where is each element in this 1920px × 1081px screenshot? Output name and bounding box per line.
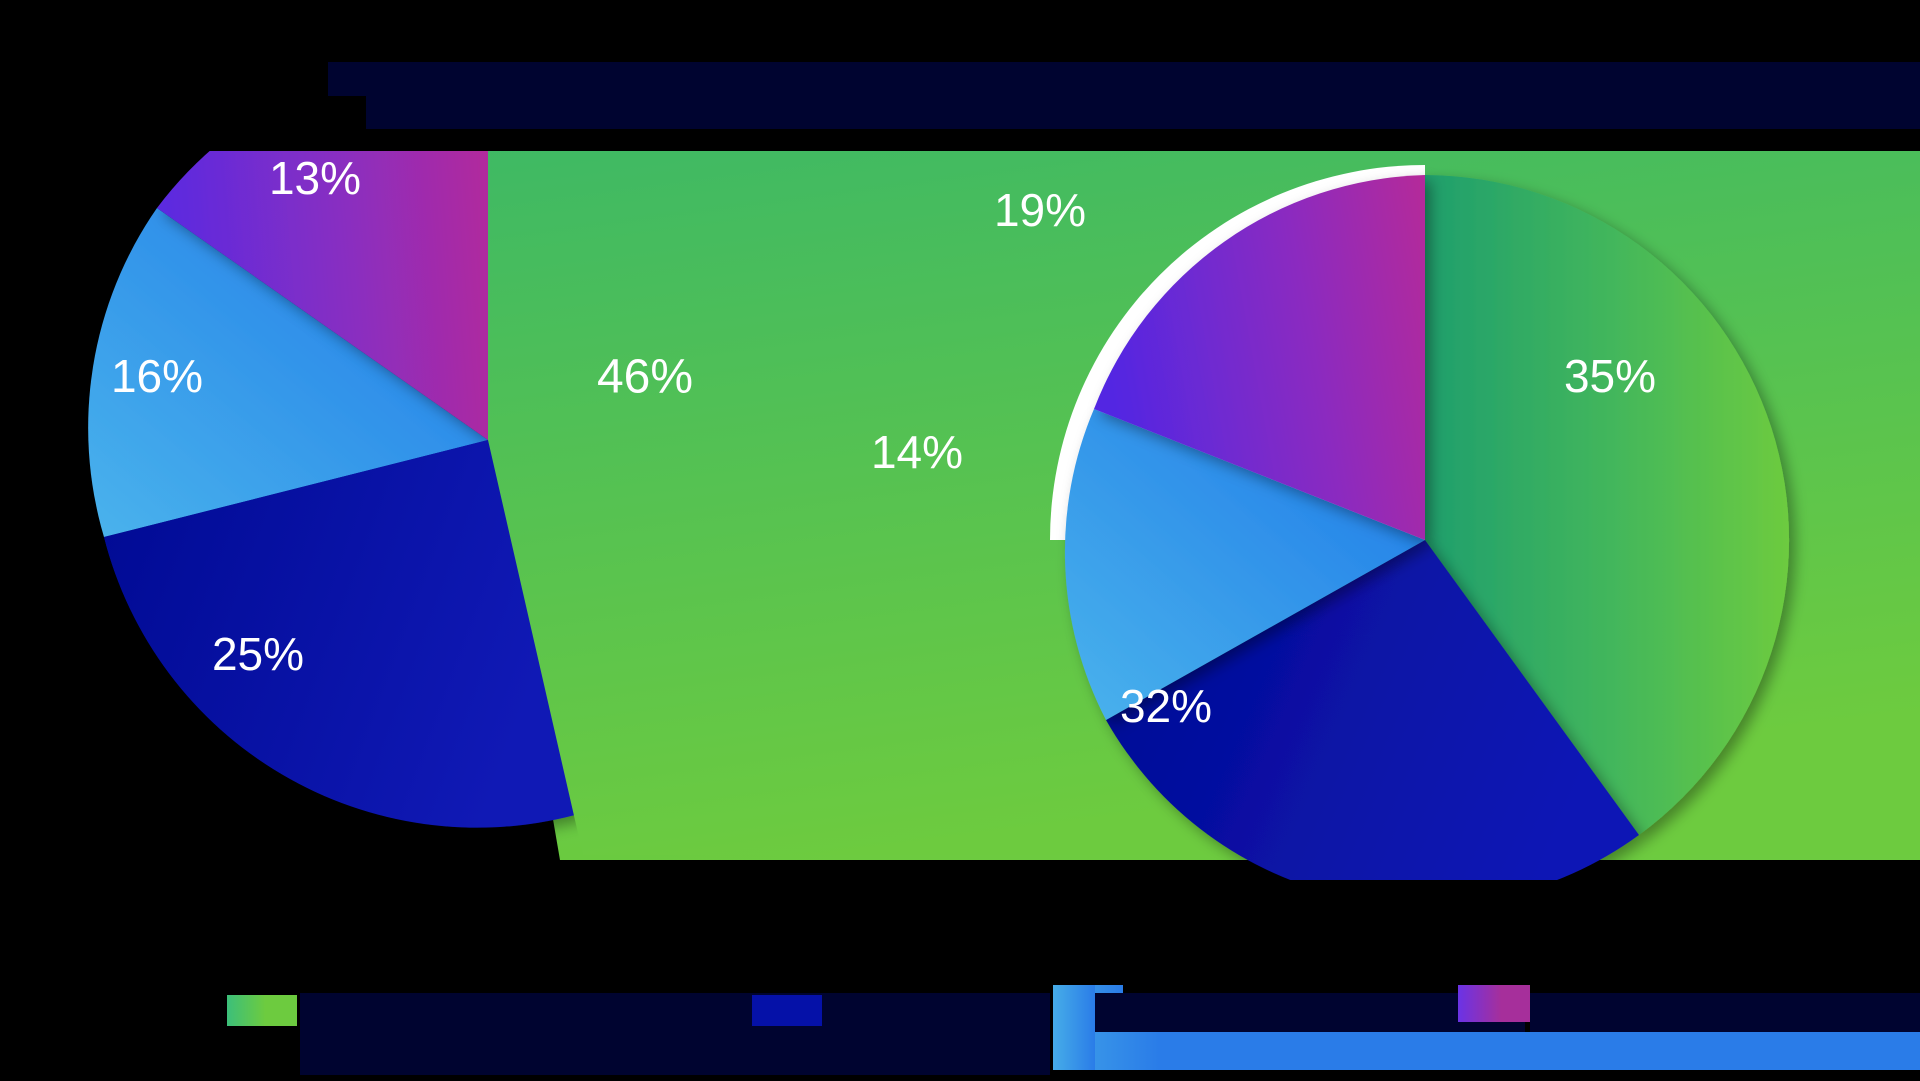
title-redaction-bar-a [328,62,1920,96]
pie-right-slice-cyan[interactable] [1064,409,1425,720]
legend-underline-bar [1075,1032,1920,1070]
legend-swatch-navy-top [752,995,822,1026]
title-gap-mask [0,129,1920,151]
pie-left-slice-cyan[interactable] [88,208,489,537]
pie-right-label-navy: 32% [1120,680,1212,732]
legend-swatch-green-top [227,995,297,1026]
title-left-mask-2 [328,96,366,130]
pie-left-slice-navy-top[interactable] [104,440,581,828]
legend [0,975,1920,1081]
legend-swatch-purple-top [1458,985,1530,1022]
pie-left-label-cyan: 16% [111,350,203,402]
pie-right-slice-navy[interactable] [1106,540,1639,906]
title-left-mask [0,62,328,130]
pie-right-label-cyan: 14% [871,426,963,478]
title-redaction-bar-b [366,96,1920,130]
pie-left-label-green: 46% [597,351,693,404]
pie-left-label-purple: 13% [269,152,361,204]
pie-right-label-green: 35% [1564,350,1656,402]
legend-redaction-0 [300,993,1050,1075]
pie-right-slice-green[interactable] [1425,175,1790,835]
pie-right-label-purple: 19% [994,184,1086,236]
legend-underline-bar-left [1053,1026,1095,1070]
pie-left-label-navy: 25% [212,628,304,680]
legend-swatch-cyan-top [1053,985,1095,1026]
pie-right-slice-purple[interactable] [1094,175,1425,540]
upper-mask [0,0,1920,62]
pie-right: 35% 32% 14% 19% [871,165,1790,906]
